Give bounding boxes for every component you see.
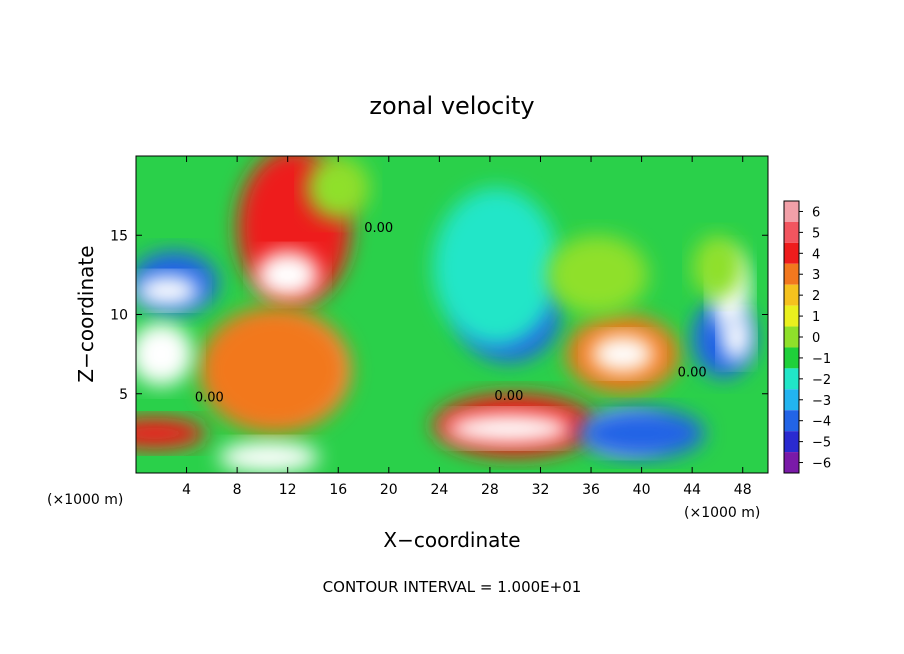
colorbar-swatch xyxy=(784,368,799,390)
contour-label: 0.00 xyxy=(678,365,707,380)
field-feature xyxy=(306,156,370,220)
colorbar-label: 5 xyxy=(812,226,820,241)
x-tick-label: 12 xyxy=(279,482,297,498)
colorbar-swatch xyxy=(784,431,799,453)
contour-interval-note: CONTOUR INTERVAL = 1.000E+01 xyxy=(323,578,582,596)
colorbar-label: 6 xyxy=(812,205,820,220)
colorbar-swatch xyxy=(784,305,799,327)
colorbar-swatch xyxy=(784,410,799,432)
colorbar-label: −3 xyxy=(812,394,831,409)
colorbar-label: −6 xyxy=(812,457,831,472)
colorbar-swatch xyxy=(784,263,799,285)
field-feature xyxy=(546,235,648,315)
y-tick-label: 5 xyxy=(119,387,128,403)
x-tick-label: 4 xyxy=(182,482,191,498)
x-axis-label: X−coordinate xyxy=(383,528,520,552)
colorbar-swatch xyxy=(784,242,799,264)
field-feature xyxy=(136,274,200,307)
colorbar-label: −5 xyxy=(812,436,831,451)
y-tick-label: 10 xyxy=(110,308,128,324)
field-feature xyxy=(692,235,743,299)
y-tick-label: 15 xyxy=(110,228,128,244)
colorbar-label: 4 xyxy=(812,247,820,262)
field-feature xyxy=(136,417,206,450)
x-tick-label: 8 xyxy=(233,482,242,498)
colorbar-label: −1 xyxy=(812,352,831,367)
x-axis: 4 8 12 16 20 24 28 32 36 40 44 48 xyxy=(182,156,752,498)
colorbar-swatch xyxy=(784,452,799,473)
field-feature xyxy=(199,306,351,434)
colorbar-swatch xyxy=(784,326,799,348)
chart-title: zonal velocity xyxy=(369,92,534,120)
y-axis-label: Z−coordinate xyxy=(74,245,98,382)
field-feature xyxy=(218,441,320,473)
contour-labels: 0.00 0.00 0.00 0.00 xyxy=(195,221,707,406)
colorbar-label: −2 xyxy=(812,373,831,388)
colorbar-swatch xyxy=(784,201,799,222)
x-tick-label: 28 xyxy=(481,482,499,498)
colorbar-label: 3 xyxy=(812,268,820,283)
colorbar-swatch xyxy=(784,221,799,243)
colorbar-swatch xyxy=(784,389,799,411)
colorbar-label: 0 xyxy=(812,331,820,346)
x-tick-label: 44 xyxy=(683,482,701,498)
velocity-field xyxy=(136,156,756,473)
colorbar-label: −4 xyxy=(812,415,831,430)
x-tick-label: 40 xyxy=(633,482,651,498)
field-feature xyxy=(578,408,705,459)
colorbar-swatch xyxy=(784,284,799,306)
field-feature xyxy=(256,251,320,299)
colorbar-label: 1 xyxy=(812,310,820,325)
x-tick-label: 20 xyxy=(380,482,398,498)
plot-area: 0.00 0.00 0.00 0.00 xyxy=(135,155,769,474)
contour-label: 0.00 xyxy=(195,391,224,406)
field-feature xyxy=(591,335,655,374)
x-tick-label: 16 xyxy=(329,482,347,498)
x-unit-left: (×1000 m) xyxy=(47,492,123,508)
colorbar-label: 2 xyxy=(812,289,820,304)
x-tick-label: 24 xyxy=(430,482,448,498)
field-feature xyxy=(445,412,573,445)
contour-label: 0.00 xyxy=(494,389,523,404)
x-tick-label: 36 xyxy=(582,482,600,498)
colorbar: 6 5 4 3 2 1 0 −1 −2 −3 −4 −5 −6 xyxy=(783,200,831,474)
x-unit-right: (×1000 m) xyxy=(684,505,760,521)
contour-label: 0.00 xyxy=(364,221,393,236)
x-tick-label: 48 xyxy=(734,482,752,498)
y-axis: 5 10 15 xyxy=(110,228,768,403)
colorbar-swatch xyxy=(784,347,799,369)
x-tick-label: 32 xyxy=(532,482,550,498)
field-feature xyxy=(433,187,560,347)
field-feature xyxy=(136,322,193,386)
